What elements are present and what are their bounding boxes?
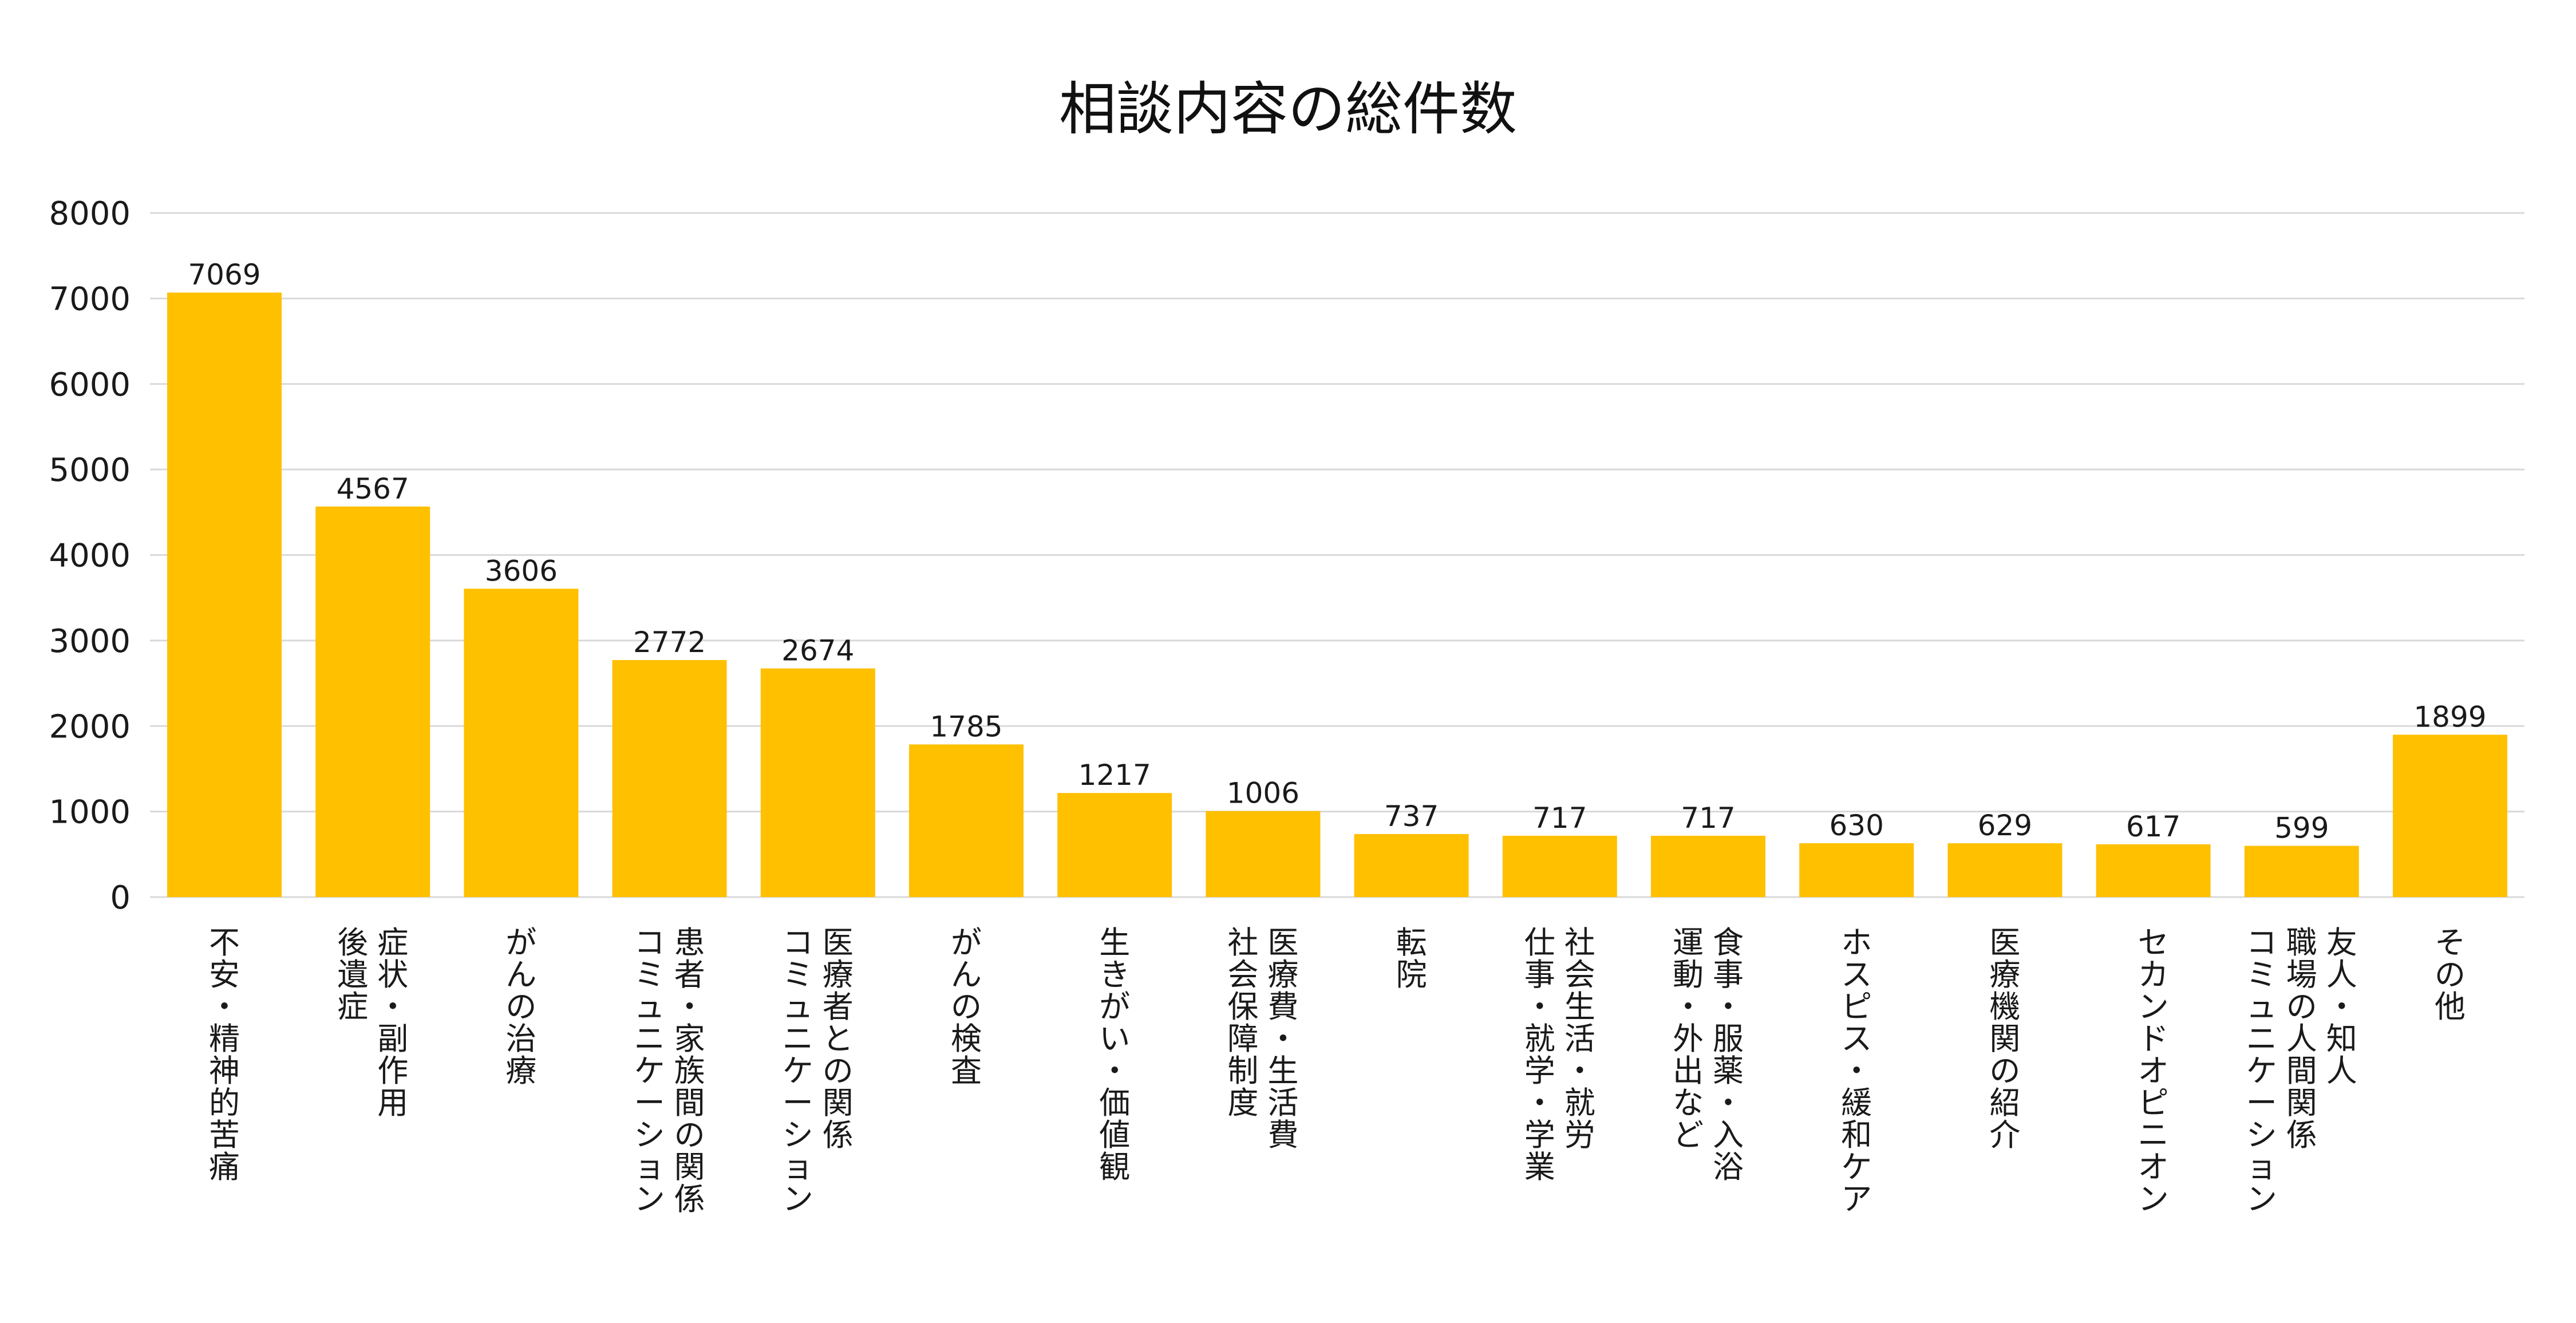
- data-label: 1006: [1227, 777, 1299, 810]
- data-label: 737: [1384, 800, 1439, 833]
- bar: [2096, 844, 2211, 897]
- bar: [1057, 793, 1172, 897]
- data-label: 717: [1532, 801, 1587, 835]
- category-labels: 不安・精神的苦痛症状・副作用後遺症がんの治療患者・家族間の関係コミュニケーション…: [209, 925, 2466, 1217]
- y-tick-label: 3000: [49, 623, 131, 660]
- y-tick-label: 2000: [49, 708, 131, 745]
- category-label: 友人・知人: [2326, 925, 2357, 1089]
- bar: [2244, 846, 2359, 897]
- category-label: 医療機関の紹介: [1989, 925, 2020, 1153]
- category-label: がんの治療: [505, 925, 536, 1089]
- bar: [315, 506, 430, 897]
- y-tick-label: 7000: [49, 281, 131, 318]
- chart-title: 相談内容の総件数: [1059, 76, 1517, 143]
- bar: [909, 744, 1024, 897]
- category-label: その他: [2435, 925, 2466, 1025]
- y-tick-label: 1000: [49, 794, 131, 831]
- y-tick-label: 8000: [49, 195, 131, 232]
- bar: [464, 589, 579, 897]
- bar: [1799, 843, 1914, 897]
- category-label: 転院: [1396, 925, 1427, 993]
- data-label: 4567: [337, 472, 409, 505]
- y-tick-label: 0: [110, 879, 131, 917]
- bar: [760, 668, 875, 897]
- data-label: 2674: [781, 634, 854, 668]
- data-label: 1785: [930, 710, 1002, 743]
- category-label: 医療費・生活費: [1267, 925, 1298, 1153]
- category-label: コミュニケーション: [783, 925, 813, 1217]
- bar: [1206, 811, 1321, 897]
- category-label: セカンドオピニオン: [2138, 925, 2169, 1217]
- data-label: 617: [2126, 810, 2180, 843]
- data-label: 7069: [188, 258, 260, 291]
- bar: [1651, 835, 1765, 897]
- y-axis-ticks: 0 1000 2000 3000 4000 5000 6000 7000 8000: [49, 195, 131, 917]
- category-label: 社会生活・就労: [1564, 925, 1595, 1153]
- bar: [1502, 835, 1617, 897]
- category-label: コミュニケーション: [634, 925, 665, 1217]
- bars: [167, 293, 2507, 897]
- category-label: 社会保障制度: [1227, 925, 1258, 1121]
- category-label: 患者・家族間の関係: [674, 925, 705, 1217]
- data-label: 599: [2274, 812, 2329, 845]
- category-label: 職場の人間関係: [2286, 925, 2317, 1153]
- category-label: 生きがい・価値観: [1099, 925, 1130, 1185]
- category-label: 運動・外出など: [1673, 925, 1704, 1153]
- category-label: ホスピス・緩和ケア: [1841, 925, 1872, 1217]
- data-label: 2772: [633, 626, 706, 659]
- y-tick-label: 6000: [49, 366, 131, 404]
- bar: [1947, 843, 2063, 897]
- bar: [167, 293, 282, 897]
- bar: [1354, 834, 1469, 897]
- data-label: 717: [1681, 801, 1735, 835]
- data-label: 1899: [2413, 700, 2486, 733]
- bar: [612, 659, 727, 897]
- y-tick-label: 4000: [49, 538, 131, 575]
- data-label: 630: [1829, 809, 1883, 842]
- category-label: 後遺症: [337, 925, 368, 1025]
- y-tick-label: 5000: [49, 452, 131, 489]
- data-label: 3606: [485, 554, 558, 587]
- category-label: 食事・服薬・入浴: [1713, 925, 1744, 1185]
- category-label: 症状・副作用: [377, 925, 408, 1121]
- bar: [2393, 734, 2507, 897]
- value-labels: 7069 4567 3606 2772 2674 1785 1217 1006 737 717 71…: [188, 258, 2486, 844]
- category-label: 仕事・就学・学業: [1524, 925, 1555, 1185]
- category-label: コミュニケーション: [2246, 925, 2277, 1217]
- category-label: がんの検査: [951, 925, 982, 1089]
- data-label: 629: [1978, 809, 2032, 842]
- data-label: 1217: [1078, 759, 1151, 792]
- category-label: 医療者との関係: [823, 925, 854, 1153]
- category-label: 不安・精神的苦痛: [209, 925, 240, 1185]
